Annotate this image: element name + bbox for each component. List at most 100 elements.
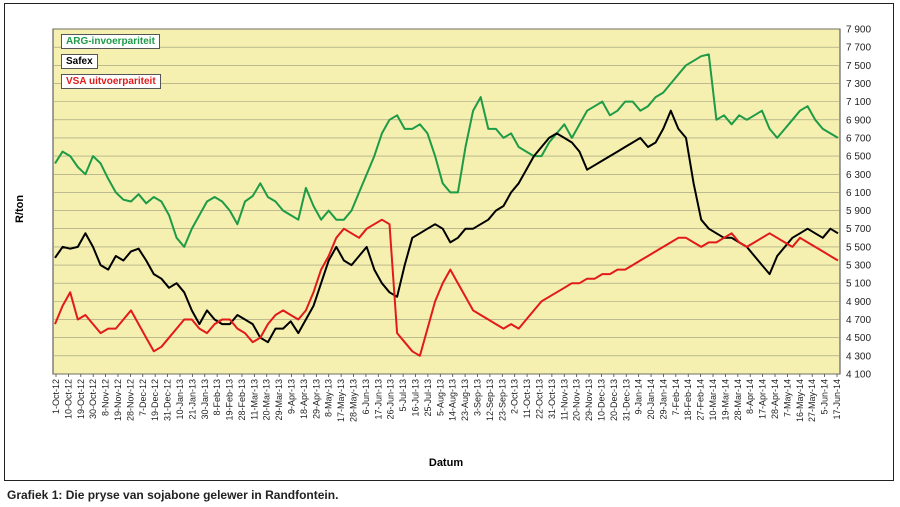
x-tick-label: 10-Dec-13 — [596, 379, 606, 421]
x-tick-label: 17-Jun-14 — [832, 379, 842, 420]
x-tick-label: 16-May-14 — [795, 379, 805, 422]
x-tick-label: 10-Mar-14 — [708, 379, 718, 421]
x-tick-label: 16-Jul-13 — [411, 379, 421, 417]
series-line-vsa-uitvoerpariteit — [54, 218, 839, 357]
x-tick-label: 28-May-13 — [349, 379, 359, 422]
x-tick-label: 9-Jan-14 — [634, 379, 644, 415]
y-axis-label: R/ton — [14, 195, 26, 223]
x-tick-label: 29-Mar-13 — [274, 379, 284, 421]
x-tick-label: 28-Mar-14 — [733, 379, 743, 421]
x-tick-label: 30-Jan-13 — [200, 379, 210, 420]
x-tick-label: 29-Nov-13 — [584, 379, 594, 421]
y-tick-label: 4 500 — [846, 333, 871, 344]
x-tick-label: 29-Apr-13 — [311, 379, 321, 419]
y-tick-label: 6 900 — [846, 115, 871, 126]
figure-caption: Grafiek 1: Die pryse van sojabone gelewe… — [7, 488, 339, 502]
x-tick-label: 8-Nov-12 — [101, 379, 111, 416]
chart-frame: 7 900 7 700 7 500 7 300 7 100 6 900 6 700 6 500… — [4, 3, 894, 481]
x-tick-label: 19-Nov-12 — [113, 379, 123, 421]
x-tick-label: 27-May-14 — [807, 379, 817, 422]
y-tick-label: 7 100 — [846, 97, 871, 108]
x-tick-labels: 1-Oct-12 10-Oct-12 19-Oct-12 30-Oct-12 8-Nov… — [51, 374, 842, 422]
x-tick-label: 28-Apr-14 — [770, 379, 780, 419]
series-line-safex — [54, 109, 839, 344]
x-tick-label: 25-Jul-13 — [423, 379, 433, 417]
x-tick-label: 5-Jun-14 — [820, 379, 830, 415]
y-tick-label: 7 500 — [846, 61, 871, 72]
x-tick-label: 1-Oct-12 — [51, 379, 61, 414]
x-tick-label: 11-Oct-13 — [522, 379, 532, 418]
x-tick-label: 18-Apr-13 — [299, 379, 309, 419]
series-lines — [54, 53, 839, 357]
x-tick-label: 19-Oct-12 — [76, 379, 86, 419]
x-tick-label: 20-Mar-13 — [262, 379, 272, 421]
legend-vsa-uitvoerpariteit: VSA uitvoerpariteit — [61, 74, 161, 89]
x-tick-label: 26-Jun-13 — [386, 379, 396, 420]
x-tick-label: 2-Oct-13 — [510, 379, 520, 414]
x-tick-label: 7-Dec-12 — [138, 379, 148, 416]
x-tick-label: 29-Jan-14 — [658, 379, 668, 420]
x-tick-label: 23-Sep-13 — [497, 379, 507, 421]
x-tick-label: 18-Feb-14 — [683, 379, 693, 421]
x-tick-label: 20-Jan-14 — [646, 379, 656, 420]
legend-safex: Safex — [61, 54, 98, 69]
x-tick-label: 8-Feb-13 — [212, 379, 222, 416]
plot-area — [52, 28, 841, 375]
x-tick-label: 10-Oct-12 — [63, 379, 73, 419]
y-tick-label: 5 100 — [846, 279, 871, 290]
x-tick-label: 17-Jun-13 — [373, 379, 383, 420]
x-tick-label: 21-Jan-13 — [187, 379, 197, 420]
x-tick-label: 31-Oct-13 — [547, 379, 557, 419]
x-tick-label: 7-May-14 — [782, 379, 792, 417]
y-tick-label: 6 100 — [846, 188, 871, 199]
price-line-chart: 7 900 7 700 7 500 7 300 7 100 6 900 6 700 6 500… — [14, 25, 871, 470]
x-tick-label: 22-Oct-13 — [534, 379, 544, 419]
x-tick-label: 8-Apr-14 — [745, 379, 755, 414]
y-tick-label: 5 700 — [846, 224, 871, 235]
x-tick-label: 3-Sep-13 — [472, 379, 482, 416]
y-tick-label: 7 300 — [846, 79, 871, 90]
y-tick-labels: 7 900 7 700 7 500 7 300 7 100 6 900 6 700 6 500… — [846, 25, 871, 381]
x-tick-label: 7-Feb-14 — [671, 379, 681, 416]
y-tick-label: 4 900 — [846, 297, 871, 308]
y-tick-label: 5 900 — [846, 206, 871, 217]
x-tick-label: 30-Oct-12 — [88, 379, 98, 419]
grid-lines — [53, 28, 840, 375]
x-tick-label: 20-Nov-13 — [572, 379, 582, 421]
y-tick-label: 4 100 — [846, 370, 871, 381]
x-tick-label: 5-Jul-13 — [398, 379, 408, 412]
x-tick-label: 31-Dec-13 — [621, 379, 631, 421]
x-tick-label: 17-May-13 — [336, 379, 346, 422]
x-tick-label: 28-Nov-12 — [125, 379, 135, 421]
y-tick-label: 5 500 — [846, 242, 871, 253]
legend-arg-invoerpariteit: ARG-invoerpariteit — [61, 34, 160, 49]
x-tick-label: 6-Jun-13 — [361, 379, 371, 415]
series-line-arg-invoerpariteit — [54, 53, 839, 248]
y-tick-label: 6 700 — [846, 133, 871, 144]
x-tick-label: 8-May-13 — [324, 379, 334, 417]
y-tick-label: 7 900 — [846, 25, 871, 36]
x-tick-label: 5-Aug-13 — [435, 379, 445, 416]
x-tick-label: 31-Dec-12 — [163, 379, 173, 421]
x-tick-label: 11-Mar-13 — [249, 379, 259, 420]
x-tick-label: 11-Nov-13 — [559, 379, 569, 420]
y-tick-label: 6 300 — [846, 170, 871, 181]
x-tick-label: 28-Feb-13 — [237, 379, 247, 421]
x-tick-label: 19-Dec-12 — [150, 379, 160, 421]
y-tick-label: 4 700 — [846, 315, 871, 326]
x-tick-label: 14-Aug-13 — [448, 379, 458, 421]
x-tick-label: 27-Feb-14 — [696, 379, 706, 421]
x-axis-label: Datum — [429, 457, 463, 469]
x-tick-label: 20-Dec-13 — [609, 379, 619, 421]
x-tick-label: 12-Sep-13 — [485, 379, 495, 421]
y-tick-label: 4 300 — [846, 351, 871, 362]
x-tick-label: 17-Apr-14 — [758, 379, 768, 419]
y-tick-label: 6 500 — [846, 152, 871, 163]
x-tick-label: 23-Aug-13 — [460, 379, 470, 421]
x-tick-label: 19-Mar-14 — [720, 379, 730, 421]
y-tick-label: 7 700 — [846, 43, 871, 54]
x-tick-label: 10-Jan-13 — [175, 379, 185, 420]
x-tick-label: 19-Feb-13 — [225, 379, 235, 421]
y-tick-label: 5 300 — [846, 261, 871, 272]
x-tick-label: 9-Apr-13 — [287, 379, 297, 414]
